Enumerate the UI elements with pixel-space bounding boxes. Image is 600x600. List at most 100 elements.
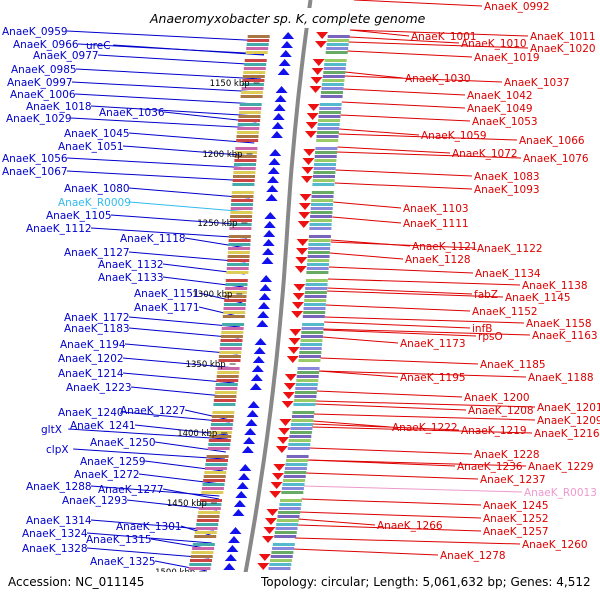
feature-track-right xyxy=(271,551,294,554)
callout-line xyxy=(312,420,391,428)
gene-label-right: AnaeK_1128 xyxy=(405,254,471,266)
title-backdrop xyxy=(145,8,455,28)
gene-arrow-minus xyxy=(275,446,288,453)
callout-line xyxy=(86,532,212,544)
gene-arrow-plus xyxy=(278,59,291,66)
gene-label-right: AnaeK_1010 xyxy=(461,38,527,50)
feature-track-left xyxy=(211,419,234,422)
callout-line xyxy=(129,201,249,213)
feature-track-left xyxy=(238,111,261,114)
feature-track-right xyxy=(289,431,312,434)
gene-arrow-plus xyxy=(282,32,295,39)
feature-track-right xyxy=(287,447,310,450)
feature-track-left xyxy=(244,63,267,66)
feature-track-right xyxy=(276,523,299,526)
feature-track-right xyxy=(307,255,330,258)
gene-arrow-plus xyxy=(250,374,263,381)
gene-label-left: AnaeK_1328 xyxy=(22,543,88,555)
gene-label-right: AnaeK_1208 xyxy=(468,405,534,417)
gene-label-left: AnaeK_1241 xyxy=(70,420,136,432)
gene-arrows xyxy=(223,32,329,570)
feature-track-left xyxy=(237,127,260,130)
feature-track-left xyxy=(216,375,239,378)
gene-label-right: AnaeK_1030 xyxy=(405,73,471,85)
gene-label-right: AnaeK_1072 xyxy=(452,148,518,160)
callout-line xyxy=(349,36,460,44)
callout-line xyxy=(315,400,536,408)
callout-line xyxy=(68,428,228,440)
gene-arrow-plus xyxy=(264,212,277,219)
gene-arrow-plus xyxy=(267,167,280,174)
gene-label-left: AnaeK_1171 xyxy=(134,302,200,314)
feature-track-left xyxy=(242,75,265,78)
feature-track-left xyxy=(223,311,246,314)
gene-arrow-minus xyxy=(295,257,308,264)
feature-track-right xyxy=(307,263,329,266)
callout-line xyxy=(320,357,479,365)
gene-arrow-plus xyxy=(246,410,259,417)
callout-line xyxy=(350,29,529,37)
callout-line xyxy=(327,287,473,295)
gene-label-left: clpX xyxy=(46,444,69,456)
gene-label-right: AnaeK_1257 xyxy=(483,526,549,538)
feature-track-right xyxy=(308,247,331,250)
feature-track-left xyxy=(243,71,266,74)
feature-track-left xyxy=(238,115,261,118)
feature-track-right xyxy=(314,163,336,166)
callout-line xyxy=(66,170,252,182)
feature-track-left xyxy=(226,267,249,270)
gene-arrow-plus xyxy=(244,428,257,435)
feature-track-left xyxy=(222,323,245,326)
callout-line xyxy=(298,518,376,526)
gene-label-right: AnaeK_1076 xyxy=(523,153,589,165)
feature-track-right xyxy=(300,339,323,342)
feature-track-left xyxy=(220,335,243,338)
feature-track-right xyxy=(283,475,306,478)
gene-label-left: gltX xyxy=(41,424,62,436)
callout-line xyxy=(66,157,253,169)
gene-arrow-plus xyxy=(263,230,276,237)
gene-label-left: AnaeK_1315 xyxy=(86,534,152,546)
gene-arrow-plus xyxy=(262,248,275,255)
gene-arrow-plus xyxy=(243,437,256,444)
gene-arrow-plus xyxy=(256,320,269,327)
gene-arrow-minus xyxy=(291,311,304,318)
callout-line xyxy=(75,68,262,80)
callout-line xyxy=(309,447,473,455)
feature-track-right xyxy=(272,543,295,546)
gene-arrow-minus xyxy=(284,374,297,381)
gene-label-left: ureC xyxy=(86,40,111,52)
feature-track-right xyxy=(321,87,344,90)
feature-track-right xyxy=(312,179,335,182)
callout-line xyxy=(337,151,522,159)
feature-track-right xyxy=(326,43,349,46)
feature-track-right xyxy=(308,243,331,246)
gene-label-right: AnaeK_1103 xyxy=(403,203,469,215)
feature-track-right xyxy=(304,295,327,298)
feature-track-left xyxy=(191,551,214,554)
feature-track-right xyxy=(316,131,339,134)
feature-track-right xyxy=(286,455,309,458)
feature-track-right xyxy=(313,175,335,178)
feature-track-right xyxy=(323,71,346,74)
feature-track-right xyxy=(313,171,336,174)
gene-arrow-minus xyxy=(304,131,317,138)
feature-track-left xyxy=(208,439,231,442)
feature-track-left xyxy=(197,515,220,518)
callout-line xyxy=(315,403,467,411)
topology-summary: Topology: circular; Length: 5,061,632 bp… xyxy=(260,575,591,589)
feature-track-left xyxy=(224,295,247,298)
gene-label-right: AnaeK_1083 xyxy=(474,171,540,183)
feature-track-right xyxy=(309,223,332,226)
gene-label-right: AnaeK_1019 xyxy=(474,52,540,64)
gene-arrow-minus xyxy=(278,428,291,435)
feature-track-left xyxy=(222,315,245,318)
feature-track-left xyxy=(206,455,229,458)
gene-arrow-plus xyxy=(245,419,258,426)
feature-track-left xyxy=(236,131,259,134)
feature-track-left xyxy=(201,487,224,490)
feature-track-left xyxy=(247,35,270,38)
callout-line xyxy=(305,472,479,480)
feature-track-right xyxy=(322,79,345,82)
